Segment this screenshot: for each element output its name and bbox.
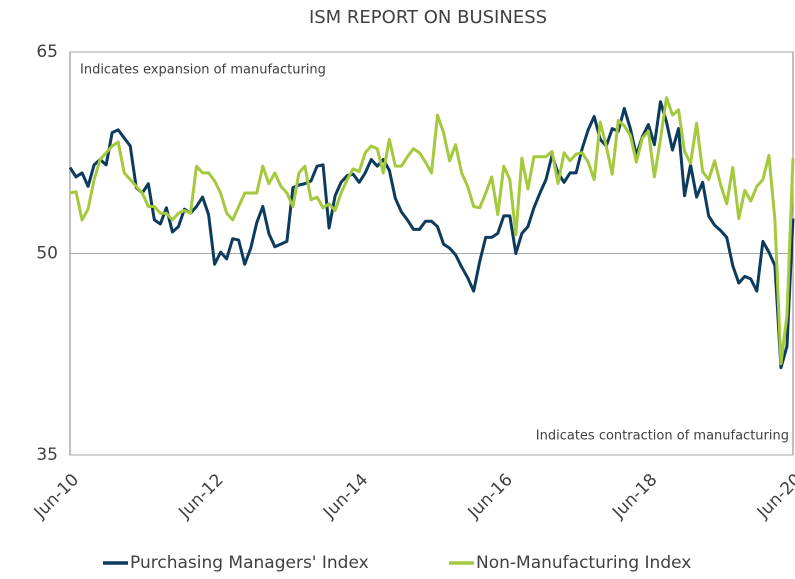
y-tick-label: 65 bbox=[36, 42, 58, 62]
x-tick-label: Jun-20 bbox=[753, 470, 795, 523]
x-tick-label: Jun-16 bbox=[464, 470, 517, 523]
x-tick-label: Jun-12 bbox=[174, 470, 227, 523]
legend-label: Non-Manufacturing Index bbox=[476, 553, 691, 573]
x-tick-label: Jun-18 bbox=[608, 470, 661, 523]
y-tick-label: 35 bbox=[36, 445, 58, 465]
x-tick-label: Jun-14 bbox=[319, 470, 372, 523]
data-line bbox=[69, 96, 795, 366]
legend-label: Purchasing Managers' Index bbox=[130, 553, 369, 573]
annotation: Indicates contraction of manufacturing bbox=[536, 429, 789, 444]
annotation: Indicates expansion of manufacturing bbox=[80, 63, 326, 78]
y-tick-label: 50 bbox=[36, 244, 58, 264]
x-tick-label: Jun-10 bbox=[30, 470, 83, 523]
chart-title: ISM REPORT ON BUSINESS bbox=[309, 7, 547, 28]
